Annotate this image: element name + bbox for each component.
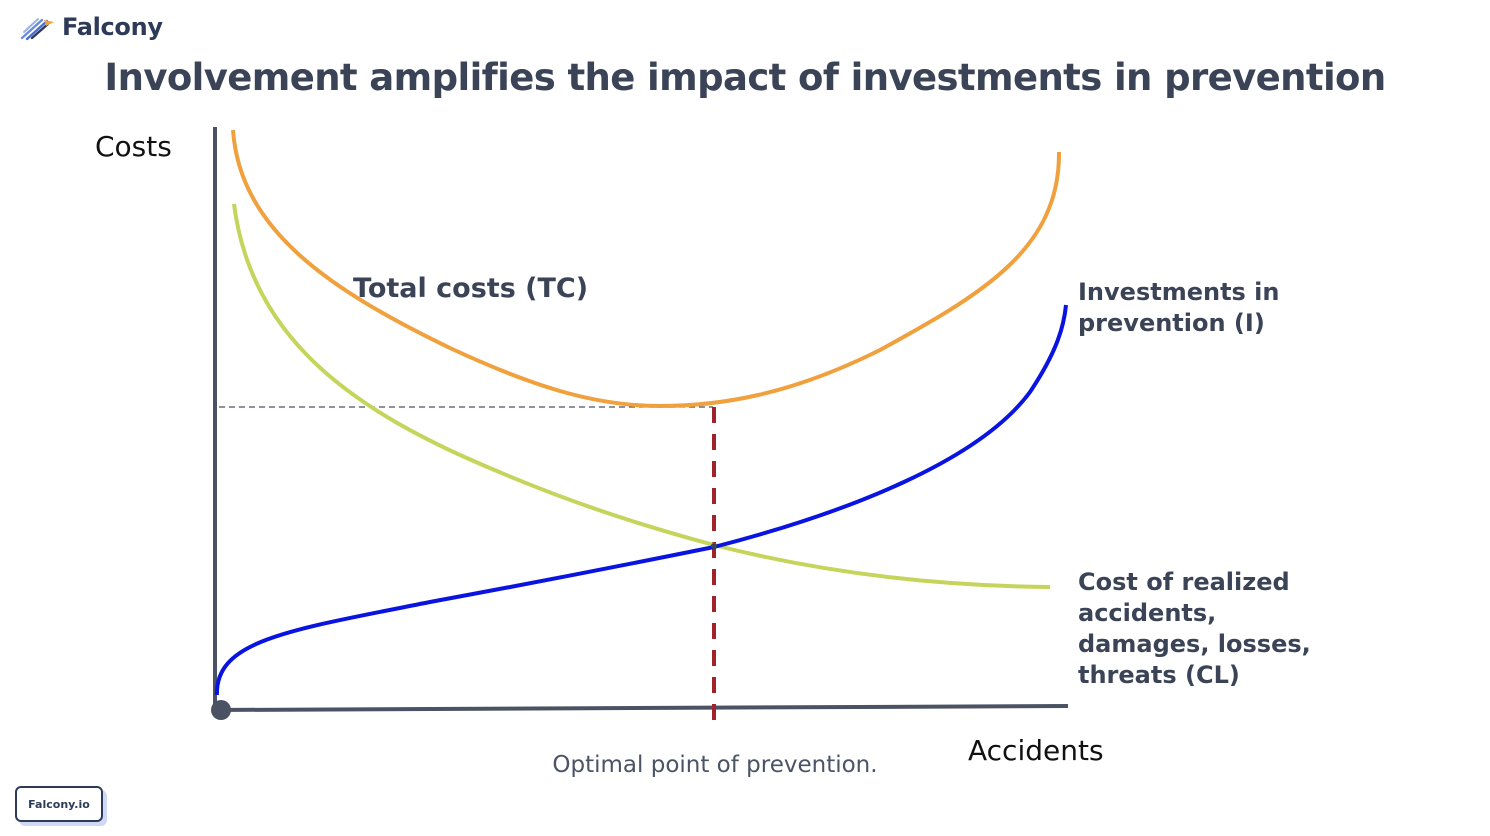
brand-name: Falcony — [62, 13, 163, 41]
x-axis — [214, 704, 1069, 712]
total-costs-label: Total costs (TC) — [353, 273, 589, 304]
falcon-feather-logo-icon — [20, 18, 54, 41]
page-title: Involvement amplifies the impact of inve… — [104, 56, 1386, 99]
realized-accidents-curve — [232, 203, 1051, 589]
curves-intersection-point — [711, 543, 717, 549]
investments-label: Investments in prevention (I) — [1078, 278, 1280, 337]
brand-logo[interactable]: Falcony — [20, 10, 163, 44]
x-axis-label: Accidents — [968, 734, 1104, 767]
website-link-badge[interactable]: Falcony.io — [15, 786, 103, 822]
investments-curve — [214, 304, 1068, 696]
y-axis-label: Costs — [95, 130, 172, 163]
optimal-point-caption: Optimal point of prevention. — [552, 752, 878, 778]
realized-accidents-label: Cost of realized accidents, damages, los… — [1078, 568, 1311, 689]
total-costs-curve — [231, 129, 1062, 409]
origin-point — [211, 700, 231, 720]
